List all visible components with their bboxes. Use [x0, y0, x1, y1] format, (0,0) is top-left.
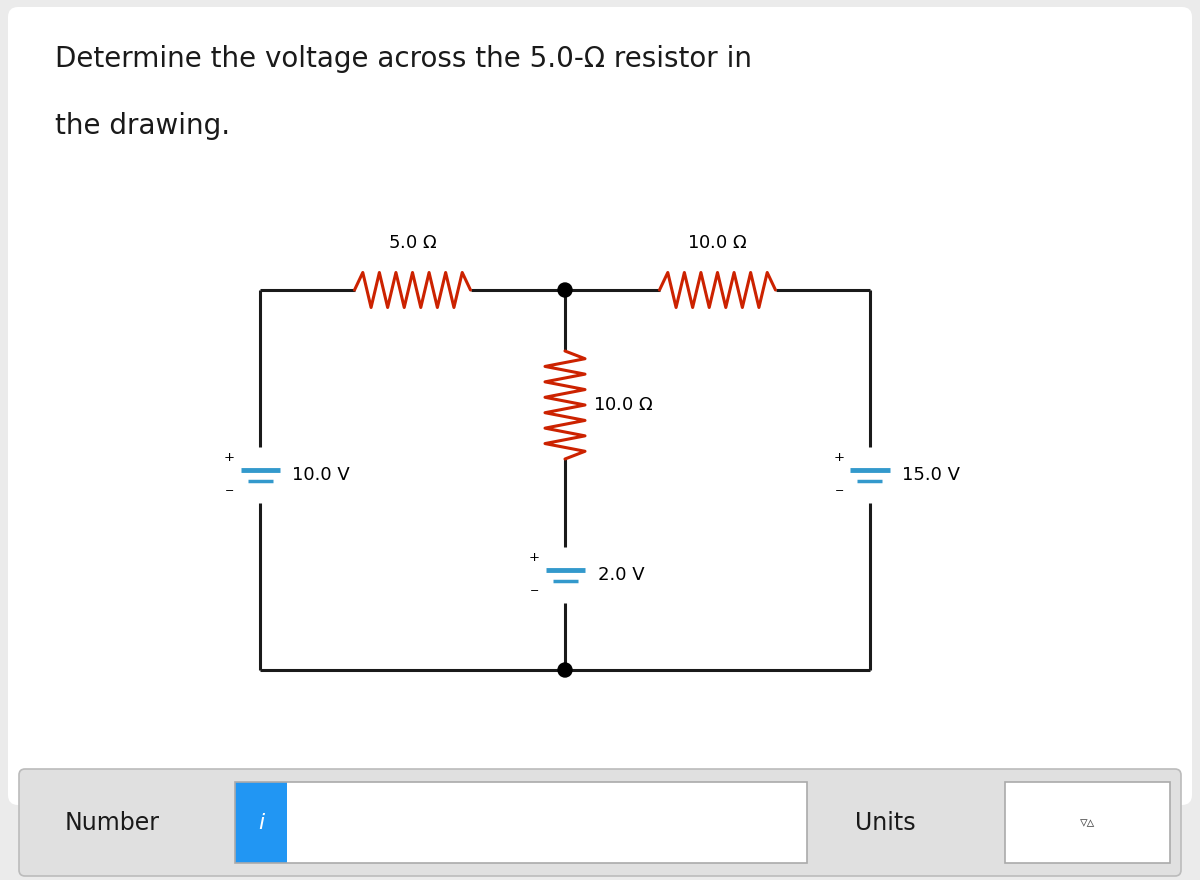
Text: −: −	[835, 486, 845, 495]
Text: 5.0 $\Omega$: 5.0 $\Omega$	[388, 234, 437, 252]
Text: Units: Units	[856, 810, 916, 834]
Text: −: −	[530, 585, 540, 596]
FancyBboxPatch shape	[1006, 782, 1170, 863]
Text: i: i	[258, 812, 264, 832]
Text: Determine the voltage across the 5.0-Ω resistor in: Determine the voltage across the 5.0-Ω r…	[55, 45, 752, 73]
Text: the drawing.: the drawing.	[55, 112, 230, 140]
Text: 10.0 V: 10.0 V	[293, 466, 350, 484]
Text: Number: Number	[65, 810, 160, 834]
Text: 10.0 $\Omega$: 10.0 $\Omega$	[688, 234, 748, 252]
Text: 10.0 $\Omega$: 10.0 $\Omega$	[593, 396, 654, 414]
Text: 15.0 V: 15.0 V	[902, 466, 960, 484]
Text: +: +	[528, 551, 540, 564]
Text: 2.0 V: 2.0 V	[598, 566, 644, 584]
Text: ▿▵: ▿▵	[1080, 815, 1096, 830]
FancyBboxPatch shape	[235, 782, 287, 863]
FancyBboxPatch shape	[287, 782, 808, 863]
Text: −: −	[226, 486, 234, 495]
FancyBboxPatch shape	[8, 7, 1192, 805]
Circle shape	[558, 663, 572, 677]
Text: +: +	[834, 451, 845, 464]
Circle shape	[558, 283, 572, 297]
Text: +: +	[223, 451, 234, 464]
FancyBboxPatch shape	[19, 769, 1181, 876]
